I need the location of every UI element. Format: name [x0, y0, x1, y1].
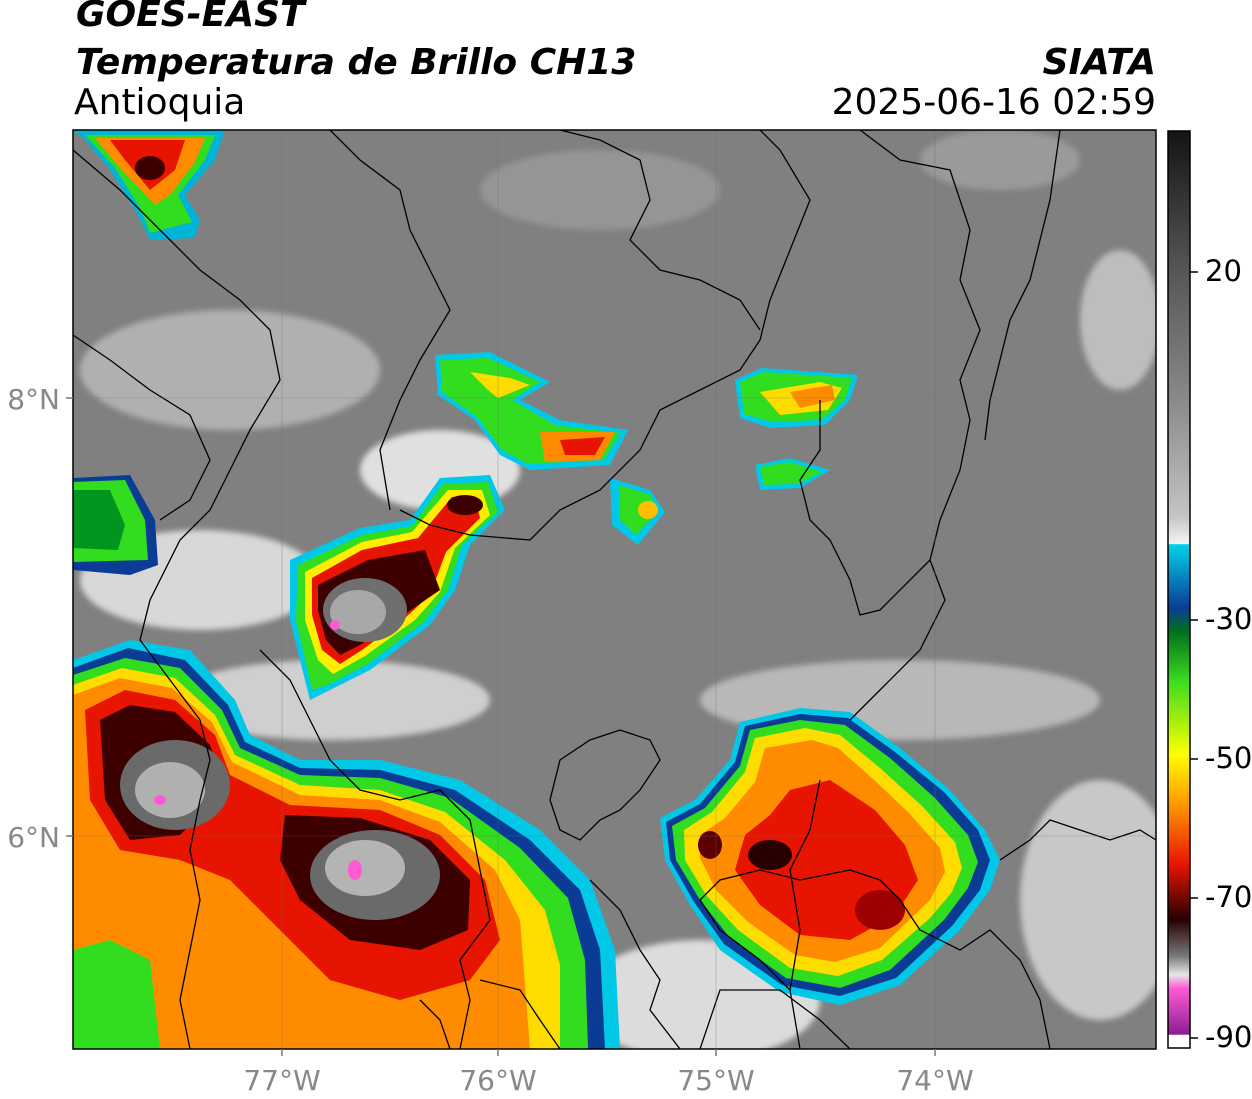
storm-northwest	[73, 130, 225, 240]
storm-southeast	[660, 708, 1000, 1005]
lon-label-75w: 75°W	[677, 1064, 754, 1097]
storm-north-central	[435, 352, 665, 545]
lon-label-74w: 74°W	[896, 1064, 973, 1097]
colorbar-label-minus90: -90	[1205, 1020, 1252, 1054]
graticule	[73, 130, 1156, 1049]
storm-southwest	[73, 640, 620, 1049]
axis-ticks	[66, 397, 936, 1056]
lon-label-76w: 76°W	[459, 1064, 536, 1097]
storm-west-edge	[73, 475, 158, 575]
colorbar-label-minus70: -70	[1205, 880, 1252, 914]
brand-label: SIATA	[1042, 42, 1156, 83]
lat-label-8n: 8°N	[7, 383, 60, 416]
colorbar-label-minus30: -30	[1205, 602, 1252, 636]
colorbar	[1167, 130, 1198, 1049]
colorbar-label-20: 20	[1205, 254, 1242, 288]
map-frame	[72, 129, 1157, 1050]
boundaries	[73, 130, 1156, 1049]
region-label: Antioquia	[74, 82, 246, 123]
lat-label-6n: 6°N	[7, 821, 60, 854]
map-field	[73, 130, 1156, 1049]
colorbar-label-minus50: -50	[1205, 741, 1252, 775]
title-product: Temperatura de Brillo CH13	[76, 42, 637, 83]
title-satellite: GOES-EAST	[76, 0, 305, 35]
storm-urabá	[290, 475, 505, 700]
datetime-label: 2025-06-16 02:59	[831, 82, 1156, 123]
lon-label-77w: 77°W	[243, 1064, 320, 1097]
